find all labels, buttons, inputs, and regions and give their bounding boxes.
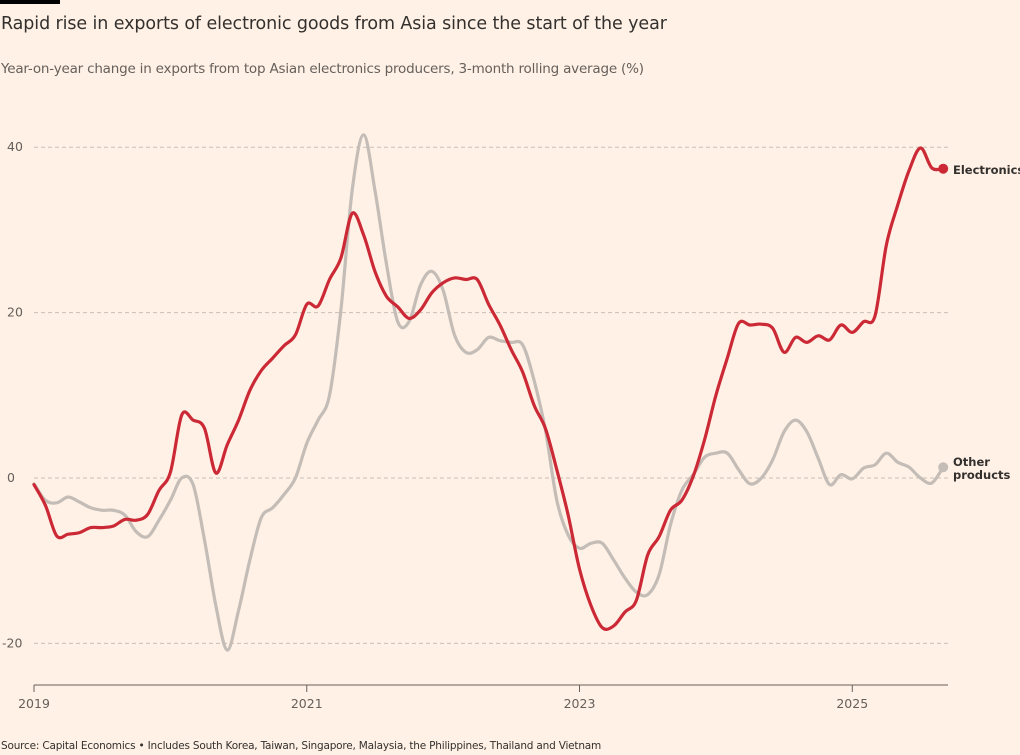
end-marker-other-products <box>938 462 949 473</box>
source-note: Source: Capital Economics • Includes Sou… <box>1 740 602 752</box>
chart-title: Rapid rise in exports of electronic good… <box>1 14 667 34</box>
y-tick-label: 0 <box>7 470 15 485</box>
chart-subtitle: Year-on-year change in exports from top … <box>1 61 644 77</box>
end-marker-electronics <box>938 163 949 174</box>
label-other-products-line2: products <box>953 468 1011 482</box>
y-tick-label: 40 <box>7 139 23 154</box>
brand-bar <box>0 0 60 4</box>
y-axis-ticks: 40 20 0 -20 <box>2 139 23 650</box>
series-line-other-products <box>32 133 945 652</box>
x-tick-label: 2023 <box>564 696 596 711</box>
y-tick-label: 20 <box>7 305 23 320</box>
series-lines <box>32 133 949 652</box>
x-tick-label: 2021 <box>291 696 323 711</box>
series-labels: Electronics Other products <box>953 163 1020 482</box>
y-tick-label: -20 <box>2 635 22 650</box>
x-axis: 2019 2021 2023 2025 <box>18 684 948 711</box>
x-tick-label: 2019 <box>18 696 50 711</box>
label-other-products-line1: Other <box>953 455 990 469</box>
gridlines <box>34 146 948 644</box>
x-tick-label: 2025 <box>836 696 868 711</box>
series-line-electronics <box>32 146 945 631</box>
label-electronics: Electronics <box>953 163 1020 177</box>
